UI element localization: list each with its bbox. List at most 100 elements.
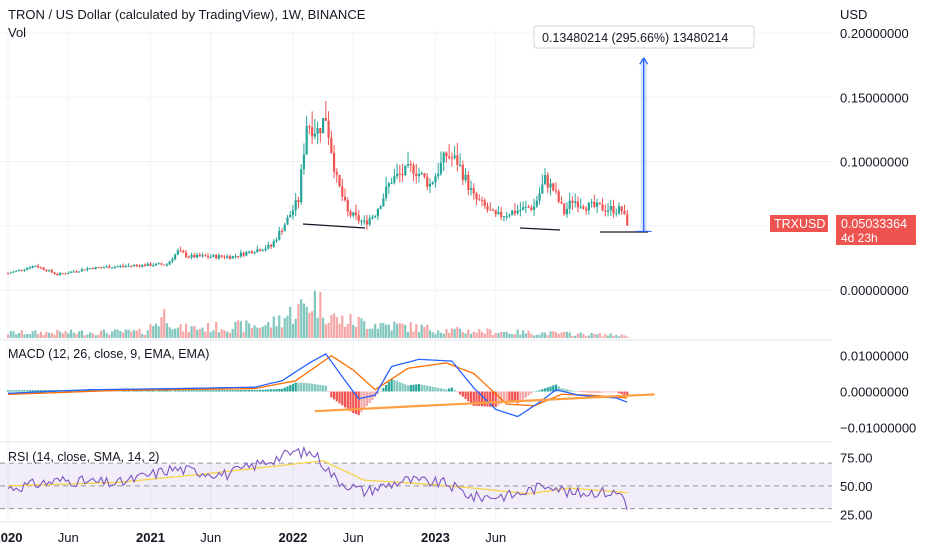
volume-bar xyxy=(15,334,18,338)
macd-tick-label: −0.01000000 xyxy=(840,420,916,435)
candle-body xyxy=(267,244,270,249)
macd-histogram-bar xyxy=(590,391,593,393)
volume-bar xyxy=(171,329,174,338)
macd-histogram-bar xyxy=(258,389,262,392)
candle-body xyxy=(574,201,577,203)
candle-body xyxy=(116,266,119,268)
candle-body xyxy=(335,171,338,175)
macd-histogram-bar xyxy=(302,382,306,392)
volume-bar xyxy=(143,334,147,338)
macd-histogram-bar xyxy=(231,390,234,392)
volume-bar xyxy=(461,332,464,338)
candle-body xyxy=(368,218,371,225)
volume-bar xyxy=(365,329,369,338)
volume-bar xyxy=(346,324,349,338)
candle-body xyxy=(486,205,489,210)
candle-body xyxy=(204,255,207,257)
volume-bar xyxy=(319,291,322,338)
macd-histogram-bar xyxy=(135,390,138,392)
candle-body xyxy=(576,201,580,208)
macd-histogram-bar xyxy=(423,385,426,392)
volume-bar xyxy=(587,335,590,338)
candle-body xyxy=(491,209,495,211)
macd-trendline[interactable] xyxy=(314,393,655,413)
volume-bar xyxy=(78,331,81,338)
macd-histogram-bar xyxy=(522,391,525,400)
candle-body xyxy=(538,193,541,201)
macd-histogram-bar xyxy=(215,390,218,392)
volume-bar xyxy=(546,335,549,338)
macd-histogram-bar xyxy=(272,389,275,392)
candle-body xyxy=(23,269,26,271)
candle-body xyxy=(543,175,547,185)
volume-bar xyxy=(209,332,212,338)
macd-histogram-bar xyxy=(442,388,445,392)
candle-body xyxy=(516,210,519,214)
macd-histogram-bar xyxy=(398,382,401,392)
volume-bar xyxy=(23,334,26,338)
macd-histogram-bar xyxy=(23,390,26,392)
candle-body xyxy=(278,230,281,240)
macd-histogram-bar xyxy=(335,391,338,402)
candle-body xyxy=(442,152,445,163)
rsi-axis: 75.00 50.00 25.00 xyxy=(840,450,873,522)
volume-bar xyxy=(97,334,100,338)
volume-bar xyxy=(404,324,407,338)
candle-body xyxy=(102,267,105,269)
volume-bar xyxy=(431,332,434,338)
volume-bar xyxy=(434,333,437,338)
macd-histogram-bar xyxy=(453,389,456,392)
volume-bar xyxy=(53,334,56,338)
macd-histogram-bar xyxy=(596,391,599,393)
support-line xyxy=(519,227,561,231)
volume-bar xyxy=(568,332,571,338)
volume-bar xyxy=(228,332,232,338)
volume-bar xyxy=(620,334,623,338)
volume-bar xyxy=(174,328,177,338)
volume-bar xyxy=(130,331,133,338)
volume-bar xyxy=(349,314,352,338)
macd-histogram-bar xyxy=(48,390,51,392)
candle-body xyxy=(26,268,29,270)
macd-histogram-bar xyxy=(450,387,453,392)
candle-body xyxy=(286,217,289,225)
candle-body xyxy=(67,272,70,274)
volume-bar xyxy=(324,324,327,338)
volume-bar xyxy=(100,330,103,338)
macd-histogram-bar xyxy=(395,381,399,392)
candle-body xyxy=(305,126,308,155)
candle-body xyxy=(146,263,149,266)
candle-body xyxy=(89,268,92,270)
rsi-tick-label: 50.00 xyxy=(840,479,873,494)
measure-tool[interactable] xyxy=(635,57,652,232)
macd-histogram-bar xyxy=(324,385,327,392)
macd-histogram-bar xyxy=(165,390,169,392)
candle-body xyxy=(319,128,322,134)
candle-body xyxy=(423,173,426,177)
volume-bar xyxy=(267,322,270,338)
macd-histogram-bar xyxy=(174,390,177,392)
macd-histogram-bar xyxy=(469,391,473,404)
volume-bar xyxy=(472,331,475,338)
volume-bar xyxy=(111,331,114,338)
macd-histogram-bar xyxy=(431,386,434,392)
volume-bar xyxy=(182,331,185,338)
volume-bar xyxy=(360,318,363,338)
candle-body xyxy=(552,183,555,191)
volume-bar xyxy=(56,329,59,338)
candle-body xyxy=(215,255,218,259)
macd-histogram-bar xyxy=(612,391,615,393)
rsi-pane xyxy=(0,445,832,511)
candle-body xyxy=(113,266,116,268)
candle-body xyxy=(365,220,369,225)
volume-bar xyxy=(322,317,325,338)
candle-body xyxy=(291,210,295,216)
candle-body xyxy=(467,174,470,190)
volume-bar xyxy=(456,327,459,338)
macd-histogram-bar xyxy=(571,390,574,392)
macd-histogram-bar xyxy=(124,390,127,392)
candle-body xyxy=(395,173,399,177)
volume-bar xyxy=(217,332,221,338)
price-badge xyxy=(836,215,916,245)
volume-bar xyxy=(108,334,111,338)
